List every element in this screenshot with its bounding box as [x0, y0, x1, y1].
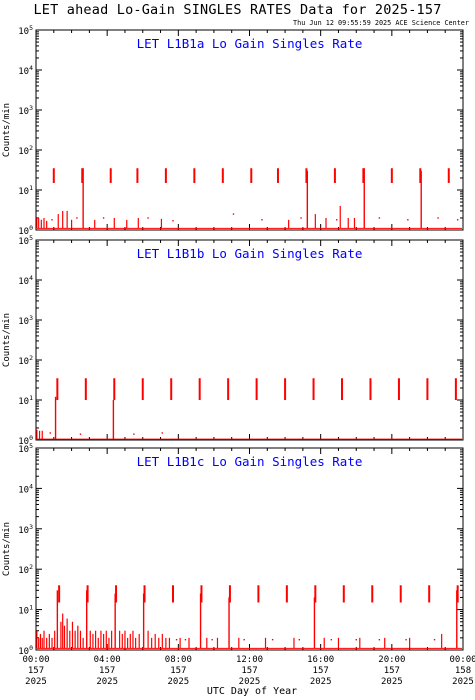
y-tick-label: 103: [18, 314, 33, 327]
y-tick-exponent: 2: [29, 563, 33, 571]
y-tick-label: 101: [18, 604, 33, 617]
y-tick-exponent: 0: [29, 644, 33, 652]
x-tick-time: 04:00: [94, 655, 121, 665]
panel-title: LET L1B1a Lo Gain Singles Rate: [137, 36, 363, 51]
y-tick-label: 104: [18, 482, 33, 495]
data-point: [49, 432, 51, 434]
generation-timestamp: Thu Jun 12 09:55:59 2025 ACE Science Cen…: [293, 19, 469, 27]
x-tick-time: 00:00: [22, 655, 49, 665]
x-tick-time: 20:00: [378, 655, 405, 665]
x-axis-label: UTC Day of Year: [207, 686, 297, 697]
y-tick-exponent: 5: [29, 234, 33, 242]
y-tick-exponent: 3: [29, 314, 33, 322]
data-point: [378, 638, 381, 641]
data-point: [298, 638, 301, 641]
x-tick-doy: 157: [241, 666, 257, 676]
y-tick-exponent: 4: [29, 274, 33, 282]
data-point: [330, 638, 333, 641]
x-tick-time: 16:00: [307, 655, 334, 665]
y-tick-exponent: 5: [29, 442, 33, 450]
y-tick-label: 102: [18, 144, 33, 157]
y-tick-exponent: 4: [29, 482, 33, 490]
x-tick-year: 2025: [239, 677, 261, 687]
panel-title: LET L1B1c Lo Gain Singles Rate: [137, 454, 363, 469]
y-tick-exponent: 1: [29, 184, 33, 192]
y-tick-exponent: 0: [29, 434, 33, 442]
x-tick-doy: 157: [99, 666, 115, 676]
data-point: [161, 432, 164, 434]
data-point: [76, 217, 78, 219]
data-point: [102, 217, 105, 219]
data-point: [133, 433, 135, 435]
y-tick-label: 105: [18, 24, 33, 37]
y-tick-label: 102: [18, 354, 33, 367]
data-point: [433, 638, 436, 641]
y-tick-label: 104: [18, 274, 33, 287]
data-point: [261, 219, 263, 221]
data-point: [232, 213, 235, 215]
data-point: [407, 219, 409, 221]
data-point: [355, 638, 357, 641]
data-point: [184, 638, 187, 641]
y-tick-exponent: 2: [29, 144, 33, 152]
x-tick-time: 12:00: [236, 655, 263, 665]
x-tick-year: 2025: [96, 677, 118, 687]
y-axis-label: Counts/min: [2, 313, 12, 367]
x-tick-year: 2025: [381, 677, 403, 687]
y-tick-exponent: 4: [29, 64, 33, 72]
y-axis-label: Counts/min: [2, 103, 12, 157]
panel-title: LET L1B1b Lo Gain Singles Rate: [137, 246, 363, 261]
y-tick-label: 103: [18, 523, 33, 536]
data-point: [271, 638, 274, 641]
data-point: [437, 217, 439, 219]
x-tick-year: 2025: [452, 677, 474, 687]
data-point: [147, 217, 149, 219]
data-point: [79, 433, 82, 435]
y-axis-label: Counts/min: [2, 522, 12, 576]
x-tick-year: 2025: [167, 677, 189, 687]
y-tick-label: 102: [18, 563, 33, 576]
y-tick-exponent: 2: [29, 354, 33, 362]
figure-title: LET ahead Lo-Gain SINGLES RATES Data for…: [33, 2, 442, 18]
data-point: [172, 220, 174, 222]
y-tick-label: 101: [18, 184, 33, 197]
data-point: [300, 217, 302, 219]
x-tick-time: 08:00: [165, 655, 192, 665]
data-point: [456, 219, 459, 221]
x-tick-doy: 157: [384, 666, 400, 676]
x-tick-year: 2025: [25, 677, 47, 687]
data-point: [243, 638, 245, 641]
y-tick-exponent: 3: [29, 104, 33, 112]
plot-frame: [35, 239, 464, 441]
data-point: [175, 638, 178, 641]
x-tick-year: 2025: [310, 677, 332, 687]
y-tick-exponent: 1: [29, 394, 33, 402]
data-point: [405, 638, 407, 641]
data-point: [378, 217, 381, 219]
data-point: [51, 219, 53, 221]
data-point: [335, 219, 338, 221]
y-tick-label: 104: [18, 64, 33, 77]
y-tick-exponent: 5: [29, 24, 33, 32]
data-point: [211, 638, 213, 641]
x-tick-time: 00:00: [449, 655, 475, 665]
y-tick-exponent: 0: [29, 224, 33, 232]
y-tick-label: 101: [18, 394, 33, 407]
x-tick-doy: 157: [313, 666, 329, 676]
plot-frame: [35, 29, 464, 231]
y-tick-exponent: 1: [29, 604, 33, 612]
x-tick-doy: 157: [170, 666, 186, 676]
x-tick-doy: 158: [455, 666, 471, 676]
y-tick-label: 103: [18, 104, 33, 117]
plot-frame: [35, 447, 464, 651]
x-tick-doy: 157: [28, 666, 44, 676]
y-tick-exponent: 3: [29, 523, 33, 531]
